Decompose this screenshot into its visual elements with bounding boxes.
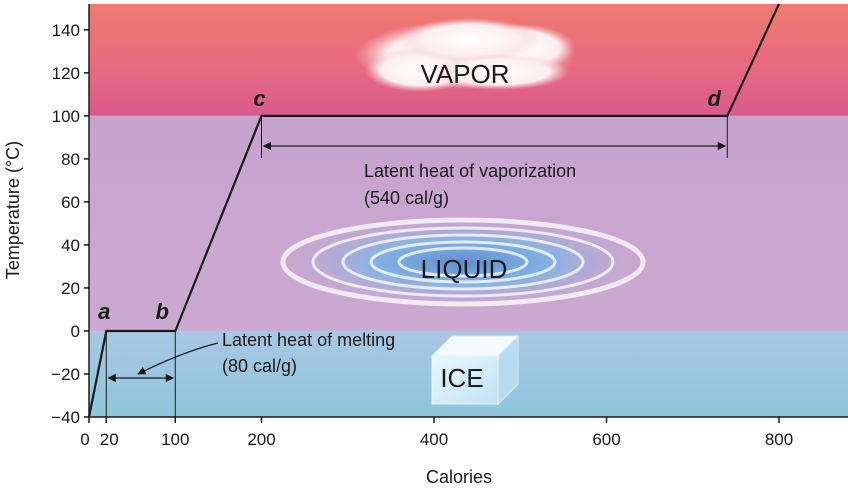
ripple-icon <box>278 217 648 307</box>
y-tick-label: 40 <box>61 236 80 255</box>
x-tick-label: 0 <box>80 430 89 449</box>
annotation-text-line1: Latent heat of melting <box>222 330 395 350</box>
y-tick-label: −20 <box>51 365 80 384</box>
point-label-c: c <box>253 86 265 111</box>
annotations: Latent heat of vaporization(540 cal/g)La… <box>105 115 728 417</box>
axes: −40 −20 0 20 40 60 80 100 120 140 0 20 100 200 400 600 8… <box>51 4 848 449</box>
x-tick-label: 800 <box>765 430 793 449</box>
point-label-a: a <box>98 299 110 324</box>
annotation-vaporization: Latent heat of vaporization (540 cal/g) <box>261 115 728 208</box>
cloud-icon <box>355 18 575 92</box>
y-tick-label: 120 <box>52 64 80 83</box>
annotation-text-line1: Latent heat of vaporization <box>364 161 576 181</box>
x-tick-label: 200 <box>247 430 275 449</box>
y-tick-label: −40 <box>51 408 80 427</box>
y-tick-label: 100 <box>52 107 80 126</box>
region-label-ice: ICE <box>440 363 483 393</box>
x-axis-label: Calories <box>426 467 492 487</box>
x-tick-label: 100 <box>161 430 189 449</box>
point-label-b: b <box>156 299 169 324</box>
series-line-0 <box>87 3 780 418</box>
region-label-vapor: VAPOR <box>420 59 509 89</box>
point-labels: a b c d <box>98 86 721 324</box>
y-tick-label: 140 <box>52 21 80 40</box>
annotation-melting: Latent heat of melting (80 cal/g) <box>105 330 395 417</box>
y-axis-label: Temperature (°C) <box>3 141 23 279</box>
annotation-text-line2: (80 cal/g) <box>222 356 297 376</box>
point-label-d: d <box>708 86 722 111</box>
x-tick-label: 400 <box>420 430 448 449</box>
region-label-liquid: LIQUID <box>421 254 508 284</box>
x-tick-label: 600 <box>592 430 620 449</box>
x-tick-label: 20 <box>100 430 119 449</box>
series <box>87 3 780 418</box>
phase-decorations: VAPOR LIQUID ICE <box>278 18 648 406</box>
annotation-text-line2: (540 cal/g) <box>364 188 449 208</box>
y-tick-label: 20 <box>61 279 80 298</box>
y-tick-label: 0 <box>71 322 80 341</box>
callout-arrow <box>137 342 219 375</box>
y-tick-label: 80 <box>61 150 80 169</box>
y-tick-label: 60 <box>61 193 80 212</box>
ice-cube-icon <box>430 334 520 406</box>
